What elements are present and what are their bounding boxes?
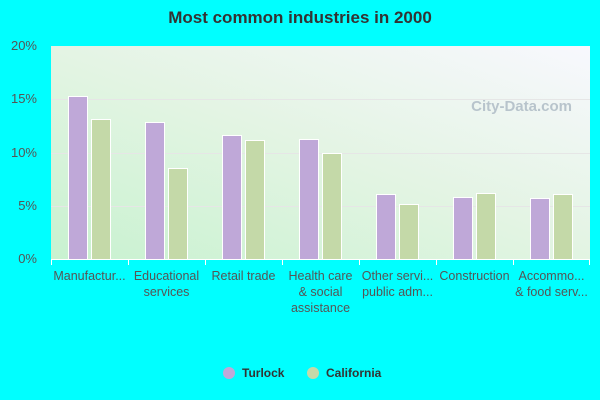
- bar-california-1: [168, 168, 188, 259]
- x-tick-label: Educational services: [133, 269, 200, 299]
- bar-california-6: [553, 194, 573, 259]
- legend-item-california: California: [307, 366, 381, 380]
- x-tick-label: Retail trade: [211, 269, 276, 283]
- plot-area: City-Data.com: [51, 46, 590, 259]
- bar-california-4: [399, 203, 419, 259]
- x-tick-label: Other servi... public adm...: [361, 269, 434, 299]
- x-tick: [128, 259, 129, 265]
- x-axis: [51, 259, 590, 260]
- x-tick: [359, 259, 360, 265]
- x-tick: [589, 259, 590, 265]
- x-tick-label: Manufactur...: [53, 269, 126, 283]
- gridline: [51, 152, 590, 154]
- x-tick-label: Health care & social assistance: [288, 269, 353, 315]
- x-tick: [51, 259, 52, 265]
- legend-swatch: [223, 367, 235, 379]
- y-tick-label: 5%: [18, 197, 37, 213]
- y-tick-label: 15%: [10, 91, 37, 107]
- x-tick-label: Accommo... & food serv...: [515, 269, 588, 299]
- y-tick-label: 10%: [10, 144, 37, 160]
- watermark: City-Data.com: [471, 98, 572, 115]
- legend-label: Turlock: [242, 366, 285, 380]
- bar-turlock-0: [68, 96, 88, 259]
- bar-california-0: [91, 119, 111, 259]
- legend-swatch: [307, 367, 319, 379]
- bar-california-5: [476, 192, 496, 259]
- x-tick: [436, 259, 437, 265]
- bar-turlock-6: [530, 198, 550, 259]
- legend-item-turlock: Turlock: [223, 366, 284, 380]
- y-tick-label: 0%: [18, 251, 37, 266]
- bar-turlock-2: [222, 135, 242, 259]
- x-tick: [513, 259, 514, 265]
- chart-title: Most common industries in 2000: [168, 8, 432, 27]
- bar-california-2: [245, 139, 265, 259]
- bar-turlock-5: [453, 197, 473, 259]
- x-tick-label: Construction: [439, 269, 510, 283]
- bar-turlock-4: [376, 194, 396, 259]
- y-tick-label: 20%: [10, 38, 37, 53]
- bar-turlock-1: [145, 121, 165, 259]
- bar-california-3: [322, 152, 342, 259]
- x-tick: [282, 259, 283, 265]
- gridline: [51, 99, 590, 101]
- bar-turlock-3: [299, 138, 319, 259]
- gridline: [51, 205, 590, 207]
- x-tick: [205, 259, 206, 265]
- legend-label: California: [326, 366, 382, 380]
